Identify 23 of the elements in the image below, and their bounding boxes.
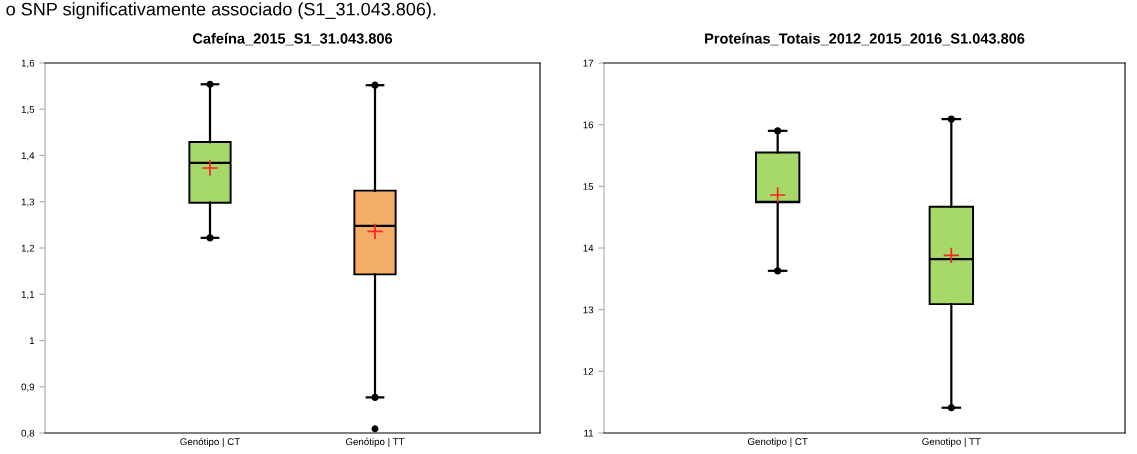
y-tick-label: 1,2 xyxy=(21,244,35,253)
x-tick-label: Genótipo | CT xyxy=(180,437,240,448)
y-tick-label: 1 xyxy=(29,337,35,345)
y-tick-label: 1,4 xyxy=(21,152,35,161)
chart-title: Proteínas_Totais_2012_2015_2016_S1.043.806 xyxy=(705,32,1025,46)
y-tick-label: 16 xyxy=(583,121,594,129)
y-tick-label: 0,8 xyxy=(21,429,35,438)
chart-title: Cafeína_2015_S1_31.043.806 xyxy=(192,32,393,46)
y-tick-label: 15 xyxy=(583,183,594,190)
y-tick-label: 1,1 xyxy=(21,291,35,300)
y-tick-label: 1,3 xyxy=(21,198,35,207)
text: o SNP significativamente associado (S1_31.043.806). xyxy=(6,2,436,20)
y-tick-label: 14 xyxy=(583,244,594,252)
y-tick-label: 1,6 xyxy=(21,59,35,68)
y-tick-label: 13 xyxy=(583,306,594,314)
x-tick-label: Genotipo | TT xyxy=(922,437,981,447)
y-tick-label: 17 xyxy=(583,59,594,67)
y-tick-label: 1,5 xyxy=(21,106,35,115)
x-tick-label: Genotipo | CT xyxy=(747,437,808,447)
x-tick-label: Genótipo | TT xyxy=(345,437,405,448)
y-tick-label: 12 xyxy=(583,368,594,375)
y-tick-label: 0,9 xyxy=(21,383,35,392)
y-tick-label: 11 xyxy=(584,429,594,437)
